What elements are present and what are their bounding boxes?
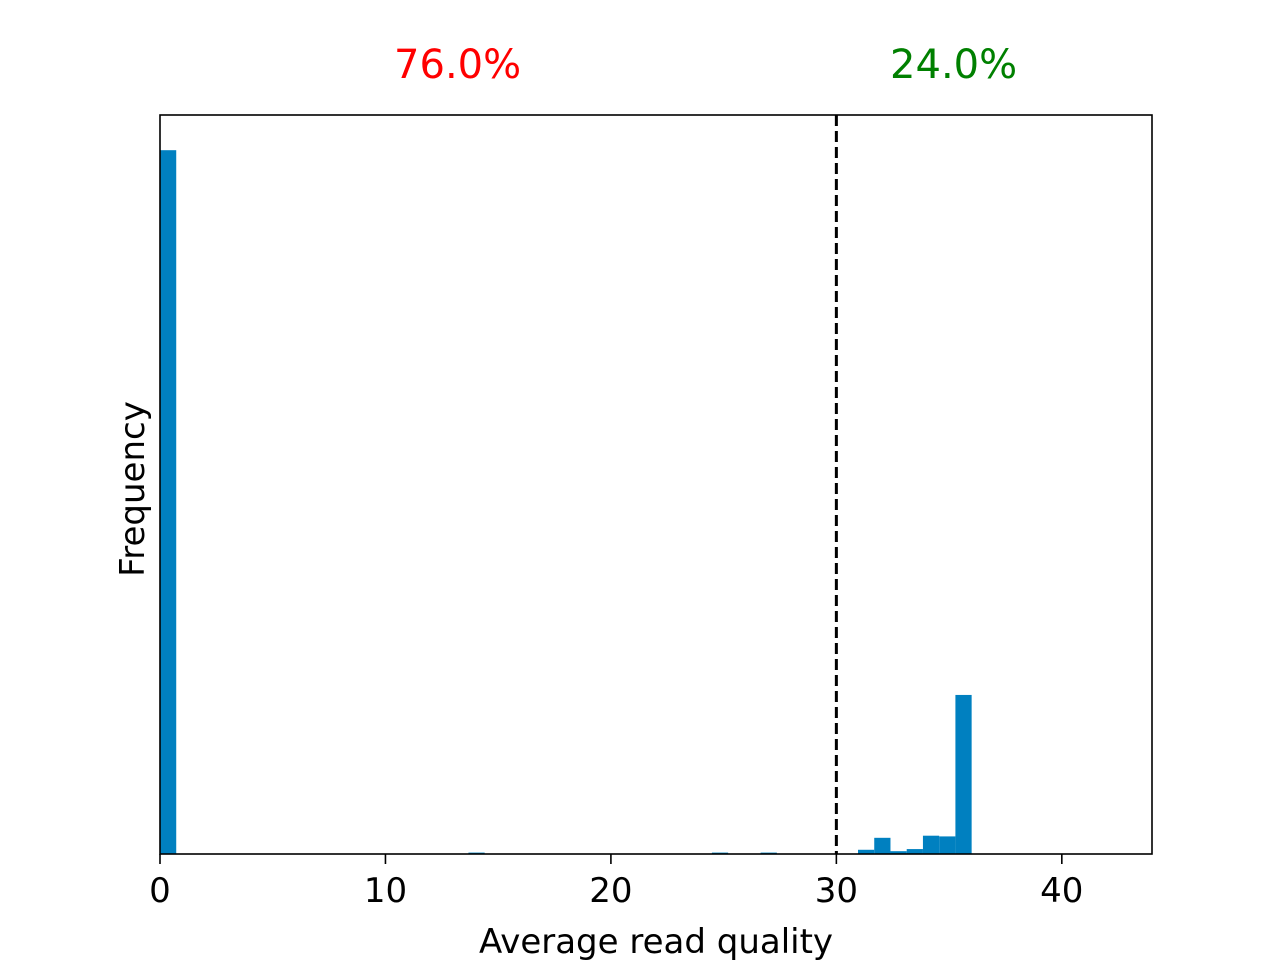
histogram-bar-9 bbox=[939, 836, 956, 854]
x-tick-label-30: 30 bbox=[815, 871, 858, 911]
plot-frame bbox=[159, 114, 1153, 855]
histogram-bars bbox=[160, 150, 972, 854]
annotation-percentage-0: 76.0% bbox=[394, 42, 521, 88]
x-tick-label-0: 0 bbox=[149, 871, 171, 911]
histogram-bar-6 bbox=[890, 851, 907, 854]
percentage-annotations: 76.0% 24.0% bbox=[394, 42, 1017, 88]
x-tick-label-10: 10 bbox=[364, 871, 407, 911]
histogram-bar-10 bbox=[955, 694, 972, 854]
x-tick-label-20: 20 bbox=[589, 871, 632, 911]
x-axis-ticks: 0 10 20 30 40 bbox=[149, 854, 1083, 911]
histogram-bar-5 bbox=[874, 837, 891, 854]
histogram-bar-4 bbox=[858, 849, 875, 854]
x-tick-label-40: 40 bbox=[1040, 871, 1083, 911]
histogram-bar-0 bbox=[160, 150, 177, 854]
histogram-bar-8 bbox=[922, 835, 940, 854]
x-axis-label: Average read quality bbox=[479, 922, 833, 960]
y-axis-label: Frequency bbox=[113, 401, 153, 577]
annotation-percentage-1: 24.0% bbox=[890, 42, 1017, 88]
histogram-bar-7 bbox=[906, 849, 923, 854]
